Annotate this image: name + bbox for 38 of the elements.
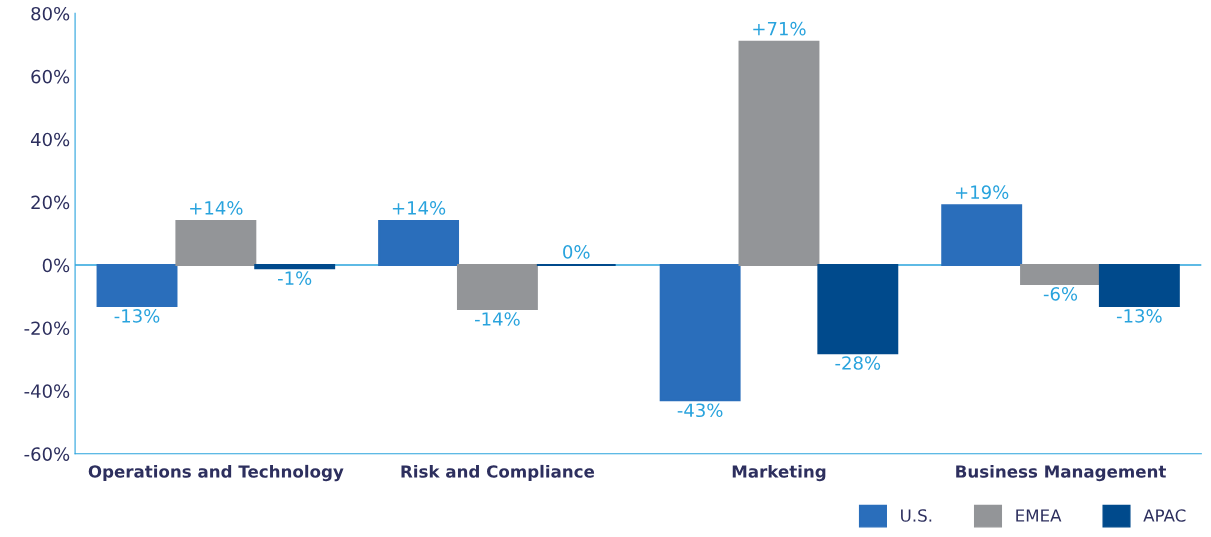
data-label: +19% xyxy=(955,185,1009,200)
bar xyxy=(378,219,460,267)
x-tick-label: Marketing xyxy=(732,464,826,482)
data-label: +14% xyxy=(392,201,446,215)
y-tick-label: -60% xyxy=(24,447,70,461)
data-label: -1% xyxy=(278,271,312,285)
y-tick-label: 20% xyxy=(31,195,70,210)
data-label: +14% xyxy=(190,201,243,215)
bar xyxy=(456,264,538,311)
data-label: -6% xyxy=(1043,287,1078,301)
bar xyxy=(738,40,820,267)
bar xyxy=(941,204,1023,267)
data-label: -43% xyxy=(677,403,723,418)
data-label: -14% xyxy=(474,312,520,326)
bar xyxy=(817,264,899,355)
bar xyxy=(175,219,257,267)
data-label: 0% xyxy=(563,245,590,259)
bar xyxy=(96,264,178,307)
bar xyxy=(659,264,741,402)
bar xyxy=(254,264,336,270)
data-label: -28% xyxy=(835,356,881,370)
y-tick-label: 40% xyxy=(30,132,70,147)
legend-label: U.S. xyxy=(901,509,932,522)
y-tick-label: -20% xyxy=(24,321,70,336)
x-tick-label: Operations and Technology xyxy=(88,464,344,482)
legend-label: APAC xyxy=(1143,509,1186,522)
y-tick-label: 80% xyxy=(31,6,70,21)
bar xyxy=(1098,264,1180,307)
y-tick-label: -40% xyxy=(24,384,70,398)
data-label: -13% xyxy=(1116,309,1162,323)
bar xyxy=(1020,264,1101,285)
data-label: -13% xyxy=(114,309,160,323)
legend-label: EMEA xyxy=(1016,509,1062,522)
data-label: +71% xyxy=(753,21,806,36)
y-tick-label: 0% xyxy=(42,258,70,273)
y-tick-label: 60% xyxy=(31,69,70,84)
x-tick-label: Risk and Compliance xyxy=(401,464,595,482)
x-tick-label: Business Management xyxy=(956,464,1166,482)
